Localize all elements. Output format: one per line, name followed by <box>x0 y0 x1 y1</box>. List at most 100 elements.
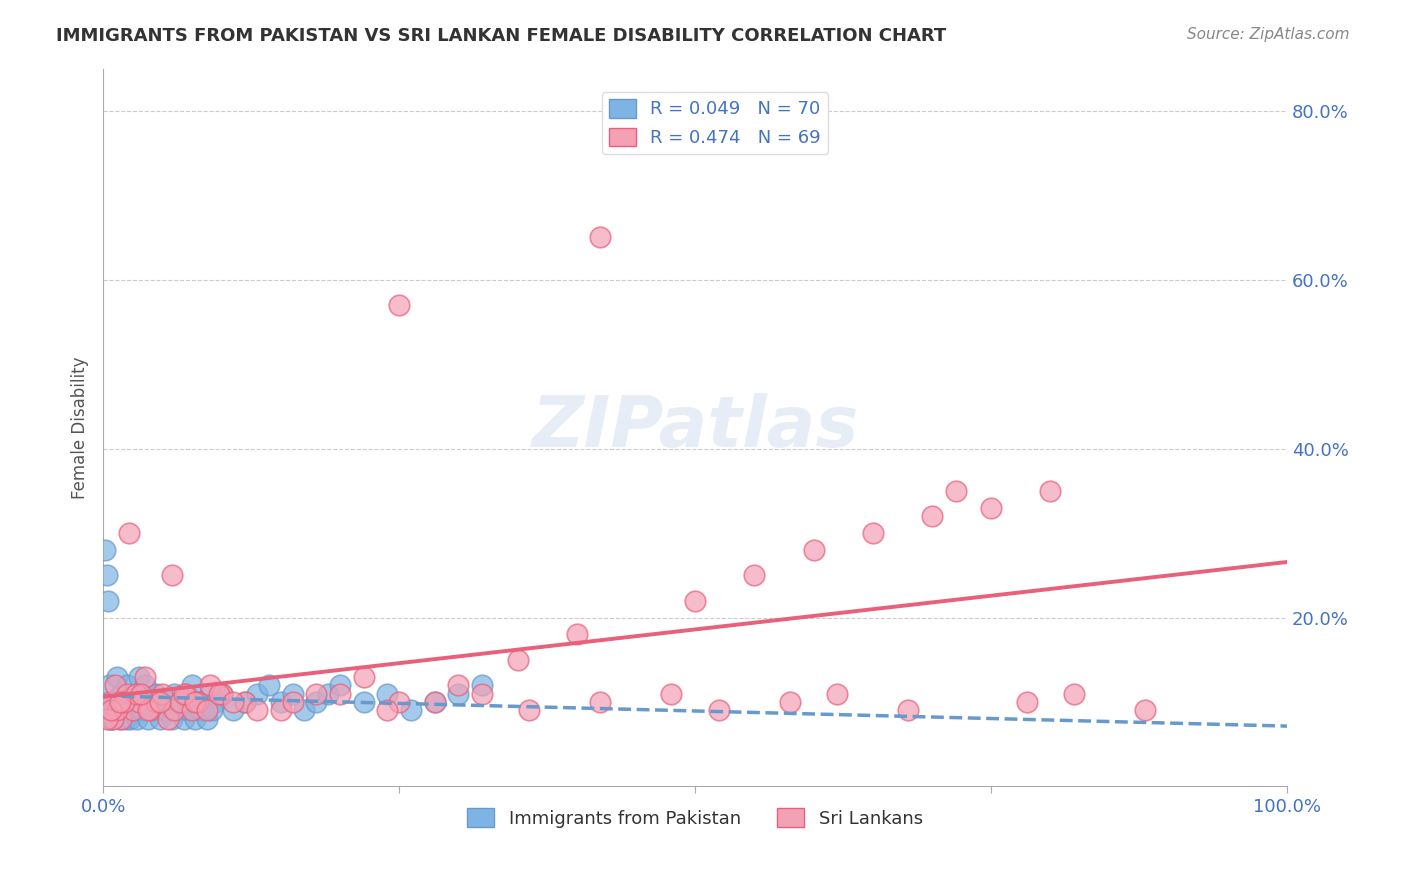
Point <box>153 703 176 717</box>
Point <box>118 526 141 541</box>
Point <box>114 695 136 709</box>
Point <box>353 695 375 709</box>
Point <box>423 695 446 709</box>
Point <box>198 687 221 701</box>
Point <box>945 483 967 498</box>
Point <box>184 695 207 709</box>
Point <box>136 712 159 726</box>
Point <box>134 670 156 684</box>
Point <box>163 703 186 717</box>
Point <box>128 670 150 684</box>
Point <box>129 695 152 709</box>
Point <box>108 695 131 709</box>
Point <box>193 703 215 717</box>
Point <box>246 687 269 701</box>
Point <box>98 695 121 709</box>
Point <box>98 712 121 726</box>
Point <box>803 543 825 558</box>
Point <box>145 687 167 701</box>
Point <box>589 230 612 244</box>
Point <box>294 703 316 717</box>
Point <box>103 703 125 717</box>
Point <box>707 703 730 717</box>
Point <box>471 678 494 692</box>
Point <box>134 678 156 692</box>
Point <box>127 712 149 726</box>
Point <box>980 500 1002 515</box>
Point <box>108 712 131 726</box>
Point <box>111 703 134 717</box>
Point <box>173 712 195 726</box>
Point <box>169 695 191 709</box>
Point <box>129 687 152 701</box>
Point <box>423 695 446 709</box>
Point <box>184 712 207 726</box>
Y-axis label: Female Disability: Female Disability <box>72 356 89 499</box>
Point <box>316 687 339 701</box>
Point <box>188 703 211 717</box>
Point <box>115 687 138 701</box>
Point <box>150 687 173 701</box>
Point <box>166 703 188 717</box>
Point <box>195 703 218 717</box>
Point <box>118 695 141 709</box>
Point <box>517 703 540 717</box>
Point <box>125 687 148 701</box>
Point <box>98 678 121 692</box>
Point <box>174 687 197 701</box>
Point <box>388 695 411 709</box>
Point <box>447 687 470 701</box>
Point <box>270 695 292 709</box>
Point <box>353 670 375 684</box>
Point <box>97 593 120 607</box>
Point <box>160 568 183 582</box>
Point <box>105 703 128 717</box>
Point <box>1015 695 1038 709</box>
Text: IMMIGRANTS FROM PAKISTAN VS SRI LANKAN FEMALE DISABILITY CORRELATION CHART: IMMIGRANTS FROM PAKISTAN VS SRI LANKAN F… <box>56 27 946 45</box>
Point <box>125 687 148 701</box>
Legend: Immigrants from Pakistan, Sri Lankans: Immigrants from Pakistan, Sri Lankans <box>460 801 929 835</box>
Point <box>233 695 256 709</box>
Point <box>661 687 683 701</box>
Point <box>104 678 127 692</box>
Point <box>149 695 172 709</box>
Point <box>211 687 233 701</box>
Point <box>825 687 848 701</box>
Point <box>589 695 612 709</box>
Point <box>233 695 256 709</box>
Point <box>201 703 224 717</box>
Point <box>121 703 143 717</box>
Point <box>204 695 226 709</box>
Point <box>388 298 411 312</box>
Point <box>101 695 124 709</box>
Point <box>149 712 172 726</box>
Text: Source: ZipAtlas.com: Source: ZipAtlas.com <box>1187 27 1350 42</box>
Point <box>195 712 218 726</box>
Point <box>101 712 124 726</box>
Point <box>139 703 162 717</box>
Point <box>281 687 304 701</box>
Point <box>211 687 233 701</box>
Point <box>281 695 304 709</box>
Point <box>104 703 127 717</box>
Point <box>96 568 118 582</box>
Point <box>921 509 943 524</box>
Point <box>329 687 352 701</box>
Point <box>1063 687 1085 701</box>
Point <box>447 678 470 692</box>
Point <box>471 687 494 701</box>
Point <box>117 703 139 717</box>
Point <box>742 568 765 582</box>
Point <box>1039 483 1062 498</box>
Point <box>329 678 352 692</box>
Point <box>163 687 186 701</box>
Point <box>107 703 129 717</box>
Point <box>222 695 245 709</box>
Point <box>174 695 197 709</box>
Point <box>222 703 245 717</box>
Point <box>157 695 180 709</box>
Text: ZIPatlas: ZIPatlas <box>531 393 859 462</box>
Point <box>136 703 159 717</box>
Point <box>100 703 122 717</box>
Point <box>114 712 136 726</box>
